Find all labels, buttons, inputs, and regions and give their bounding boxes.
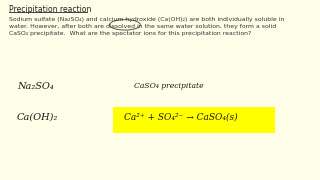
Text: Na₂SO₄: Na₂SO₄ (17, 82, 54, 91)
Text: Ca(OH)₂: Ca(OH)₂ (17, 112, 58, 122)
Text: Precipitation reaction: Precipitation reaction (9, 5, 91, 14)
Text: CaSO₄ precipitate: CaSO₄ precipitate (134, 82, 204, 90)
Text: Ca²⁺ + SO₄²⁻ → CaSO₄(s): Ca²⁺ + SO₄²⁻ → CaSO₄(s) (124, 112, 238, 122)
FancyBboxPatch shape (113, 107, 275, 133)
Text: Sodium sulfate (Na₂SO₄) and calcium hydroxide (Ca(OH)₂) are both individually so: Sodium sulfate (Na₂SO₄) and calcium hydr… (9, 17, 284, 36)
